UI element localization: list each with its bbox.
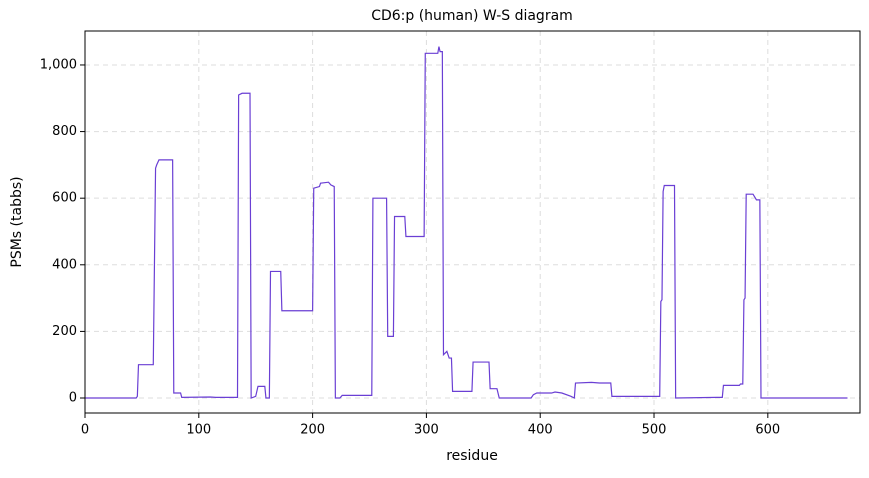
x-tick-label: 200 [300, 423, 325, 438]
x-tick-label: 100 [186, 423, 211, 438]
y-tick-label: 0 [69, 391, 77, 406]
y-tick-label: 400 [52, 257, 77, 272]
x-tick-label: 400 [528, 423, 553, 438]
plot-frame [84, 30, 861, 414]
chart-title: CD6:p (human) W-S diagram [371, 8, 573, 24]
y-axis-label: PSMs (tabbs) [9, 176, 25, 267]
data-line [85, 46, 848, 399]
x-tick-label: 0 [81, 423, 89, 438]
x-tick-label: 500 [642, 423, 667, 438]
y-tick-label: 200 [52, 324, 77, 339]
x-tick-label: 300 [414, 423, 439, 438]
y-tick-label: 1,000 [40, 57, 77, 72]
y-tick-label: 800 [52, 124, 77, 139]
y-tick-label: 600 [52, 191, 77, 206]
x-tick-label: 600 [755, 423, 780, 438]
x-axis-label: residue [446, 448, 498, 464]
